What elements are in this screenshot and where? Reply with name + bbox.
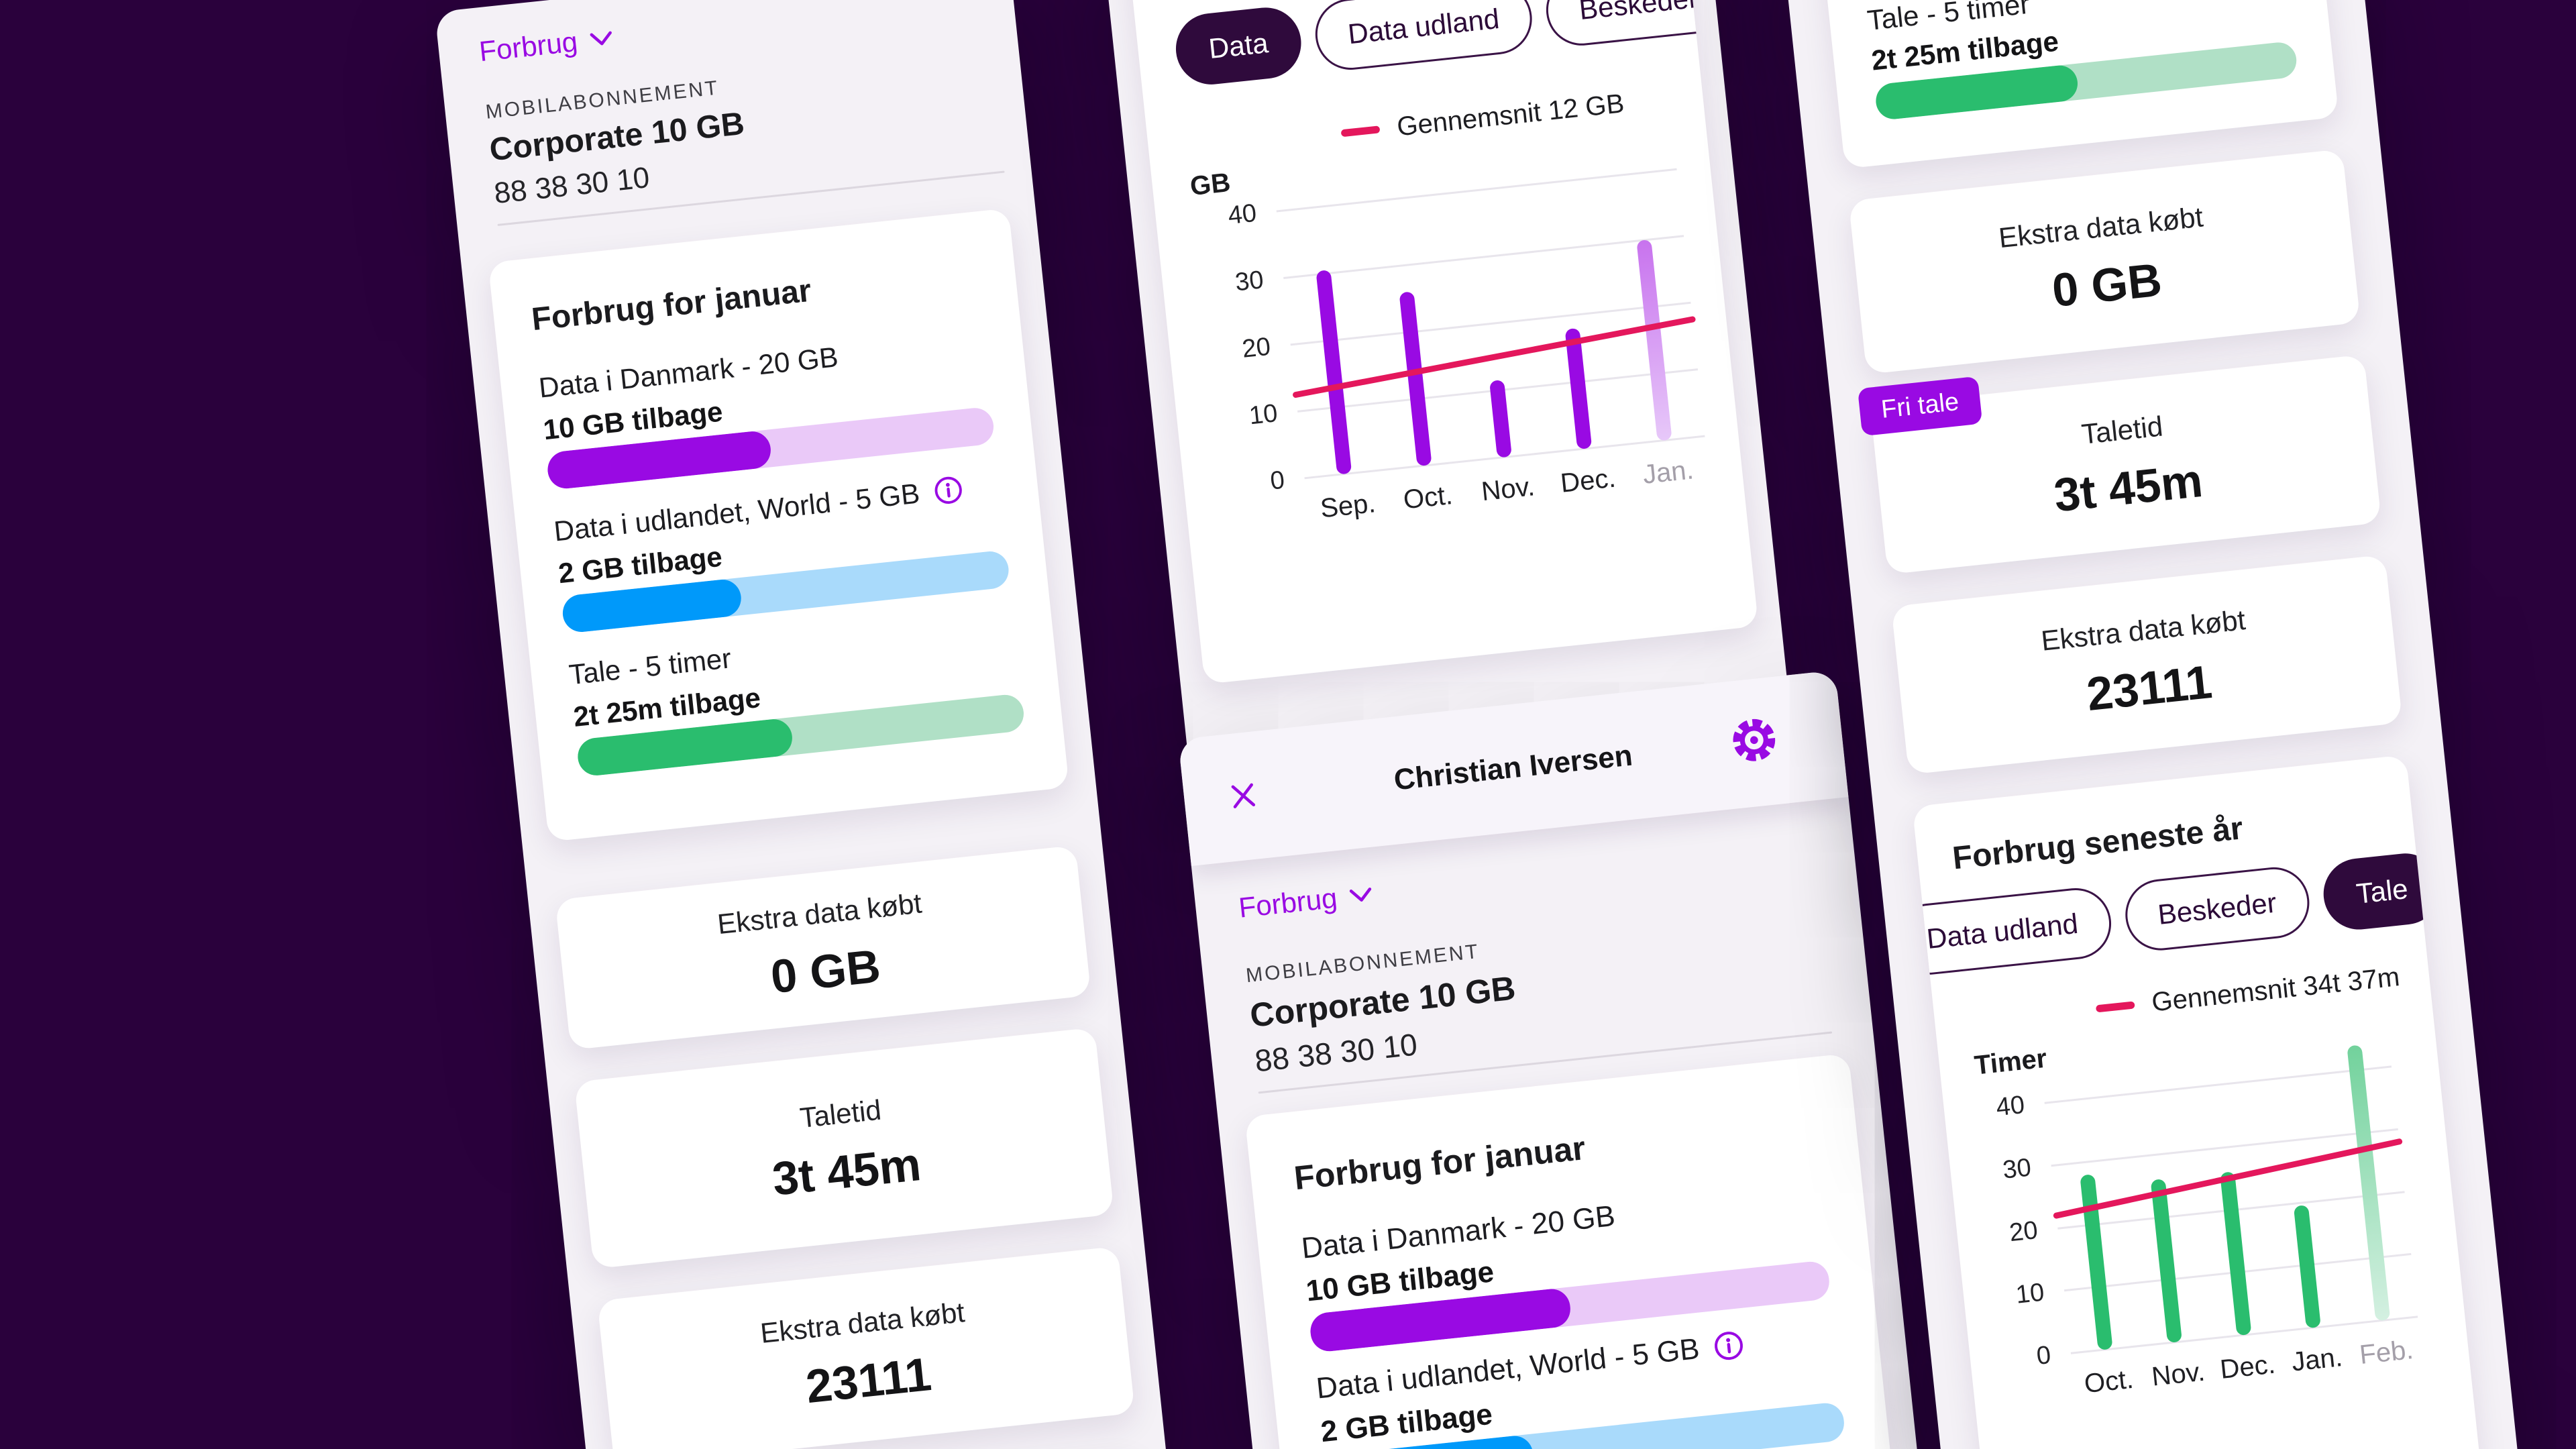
gear-icon[interactable]: [1728, 714, 1780, 766]
usage-card: Forbrug for januar Data i Danmark - 20 G…: [488, 208, 1069, 842]
stat-card-extra-data-2: Ekstra data købt 23111: [597, 1246, 1136, 1449]
profile-header: Christian Iversen: [1178, 670, 1849, 866]
usage-card-title: Forbrug for januar: [1292, 1129, 1588, 1197]
chevron-down-icon: [1348, 885, 1375, 906]
average-trend-line: [2045, 1067, 2418, 1353]
stat-label: Ekstra data købt: [2039, 604, 2247, 657]
usage-card-partial: Tale - 5 timer 2t 25m tilbage: [1816, 0, 2339, 169]
stat-label: Ekstra data købt: [759, 1296, 967, 1349]
average-line-label: Gennemsnit 12 GB: [1395, 89, 1626, 142]
y-axis-unit: Timer: [1973, 1043, 2049, 1081]
stat-card-extra-data: Ekstra data købt 0 GB: [1848, 149, 2361, 375]
y-tick-label: 30: [1234, 266, 1265, 297]
stat-value: 3t 45m: [2051, 453, 2205, 522]
x-tick-label: Jan.: [1641, 455, 1695, 490]
x-tick-label: Nov.: [1480, 472, 1536, 507]
usage-section-label: Data i Danmark - 20 GB: [537, 341, 840, 404]
usage-section-label: Data i Danmark - 20 GB: [1299, 1199, 1617, 1265]
year-card-title: Forbrug seneste år: [1951, 810, 2245, 877]
stat-label: Taletid: [798, 1093, 883, 1134]
y-tick-label: 20: [1240, 332, 1273, 364]
tab-data[interactable]: Data: [1172, 4, 1305, 89]
forbrug-dropdown-label: Forbrug: [478, 25, 580, 68]
phone-number: 88 38 30 10: [492, 161, 651, 211]
y-tick-label: 10: [2014, 1278, 2046, 1309]
usage-section-label: Data i udlandet, World - 5 GB: [1315, 1328, 1747, 1406]
usage-card: Forbrug for januar Data i Danmark - 20 G…: [1244, 1053, 1902, 1449]
chart-legend: Gennemsnit 34t 37m: [2094, 962, 2402, 1024]
chart-legend: Gennemsnit 12 GB: [1147, 80, 1704, 169]
x-tick-label: Dec.: [2218, 1349, 2277, 1385]
screen-profile: Christian Iversen Forbrug MOBILABONNEMEN…: [1178, 670, 1928, 1449]
stat-value: 0 GB: [2049, 253, 2165, 317]
stat-card-taletid: Fri tale Taletid 3t 45m: [1857, 354, 2382, 575]
stat-card-extra-data: Ekstra data købt 0 GB: [555, 845, 1091, 1051]
forbrug-dropdown[interactable]: Forbrug: [1237, 878, 1375, 924]
stat-label: Ekstra data købt: [1997, 201, 2205, 254]
screen-usage-year: Tale - 5 timer 2t 25m tilbage Ekstra dat…: [1778, 0, 2531, 1449]
stat-label: Taletid: [2080, 410, 2165, 450]
y-tick-label: 40: [1994, 1091, 2027, 1122]
tab-beskeder[interactable]: Beskeder: [2121, 863, 2313, 954]
chevron-down-icon: [588, 29, 614, 49]
stat-value: 23111: [2084, 655, 2214, 721]
average-line-swatch: [1340, 125, 1381, 138]
fri-tale-badge: Fri tale: [1857, 376, 1983, 437]
stat-card-taletid: Taletid 3t 45m: [574, 1027, 1114, 1269]
average-trend-line: [1277, 169, 1705, 478]
x-tick-label: Nov.: [2150, 1356, 2206, 1392]
screen-data-chart: Data Data udland Beskeder Gennemsnit 12 GB…: [1102, 0, 1792, 787]
tab-beskeder[interactable]: Beskeder: [1542, 0, 1734, 50]
stat-card-extra-data-2: Ekstra data købt 23111: [1891, 554, 2403, 775]
chart-tabs: Data Data udland Beskeder: [1172, 0, 1734, 89]
x-tick-label: Sep.: [1319, 488, 1377, 524]
forbrug-dropdown[interactable]: Forbrug: [478, 21, 615, 68]
x-tick-label: Dec.: [1559, 463, 1617, 498]
y-tick-label: 30: [2001, 1153, 2033, 1185]
usage-section-label: Data i udlandet, World - 5 GB: [552, 473, 965, 548]
stat-label: Ekstra data købt: [716, 887, 924, 940]
forbrug-dropdown-label: Forbrug: [1237, 881, 1339, 924]
year-chart-card: Forbrug seneste år Data udland Beskeder Ta…: [1912, 755, 2490, 1449]
info-icon[interactable]: [931, 474, 965, 508]
info-icon[interactable]: [1711, 1328, 1747, 1364]
usage-section-label: Tale - 5 timer: [567, 642, 733, 691]
y-tick-label: 20: [2008, 1216, 2039, 1247]
stat-value: 23111: [803, 1348, 934, 1413]
tab-data-udland[interactable]: Data udland: [1311, 0, 1536, 74]
bar-chart-tale-yearly: 0 10 20 30 40 Oct. Nov. Dec. Jan. Feb.: [1995, 1044, 2418, 1399]
x-tick-label: Oct.: [2082, 1364, 2135, 1399]
x-tick-label: Jan.: [2290, 1342, 2344, 1377]
bar-chart-data-monthly: 0 10 20 30 40 Sep. Oct. Nov. Dec. Jan.: [1227, 168, 1705, 523]
close-icon[interactable]: [1226, 778, 1261, 814]
phone-number: 88 38 30 10: [1253, 1026, 1419, 1079]
stat-value: 3t 45m: [769, 1137, 924, 1205]
tab-data-udland[interactable]: Data udland: [1912, 884, 2114, 979]
y-tick-label: 0: [2035, 1340, 2053, 1371]
y-tick-label: 0: [1269, 466, 1286, 496]
y-tick-label: 40: [1226, 199, 1258, 230]
y-axis-unit: GB: [1188, 168, 1232, 202]
tab-tale[interactable]: Tale: [2320, 850, 2445, 933]
chart-card: Data Data udland Beskeder Gennemsnit 12 GB…: [1121, 0, 1759, 685]
x-tick-label: Oct.: [1401, 480, 1454, 515]
usage-card-title: Forbrug for januar: [529, 272, 813, 338]
average-line-label: Gennemsnit 34t 37m: [2150, 962, 2402, 1018]
stat-value: 0 GB: [768, 939, 883, 1003]
y-tick-label: 10: [1248, 399, 1279, 431]
screen-usage-overview: Forbrug MOBILABONNEMENT Corporate 10 GB …: [435, 0, 1179, 1449]
average-line-swatch: [2095, 1001, 2135, 1013]
x-tick-label: Feb.: [2358, 1334, 2415, 1371]
